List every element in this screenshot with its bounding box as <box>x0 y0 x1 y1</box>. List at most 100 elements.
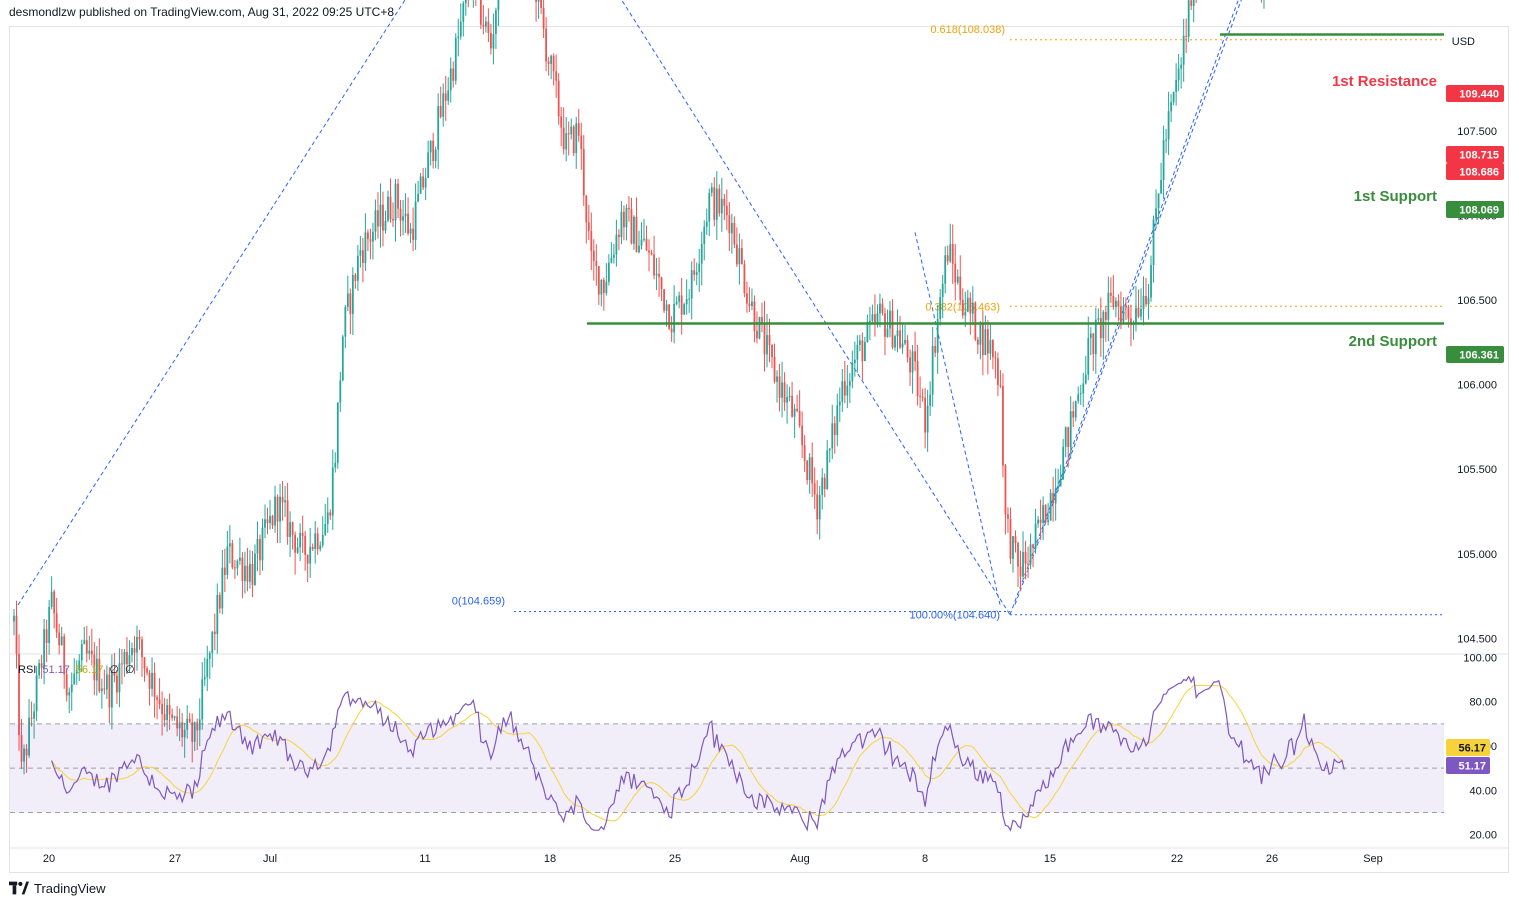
candle-body <box>1012 536 1014 559</box>
candle <box>206 645 209 691</box>
candle-body <box>670 328 673 333</box>
candle <box>1097 308 1100 324</box>
candle <box>1190 0 1193 11</box>
candle <box>402 199 404 236</box>
candle-body <box>846 385 849 396</box>
candle <box>565 117 568 162</box>
candle <box>853 341 856 377</box>
prev-close-tag: 108.686 <box>1446 163 1504 180</box>
candle <box>680 277 683 335</box>
candle-body <box>796 408 799 411</box>
candle <box>1145 277 1147 306</box>
candle-body <box>121 663 123 665</box>
candle-body <box>911 351 914 373</box>
candle-body <box>402 216 404 221</box>
candle <box>387 190 389 223</box>
candle-body <box>377 210 379 227</box>
candle-body <box>999 385 1002 387</box>
candle <box>1047 503 1050 526</box>
candle <box>808 453 811 494</box>
candle-body <box>1022 552 1024 577</box>
candle <box>48 600 51 655</box>
candle-body <box>40 663 43 668</box>
footer[interactable]: TradingView <box>9 880 106 896</box>
candle <box>768 318 771 363</box>
candle <box>294 531 297 575</box>
candle-body <box>1054 488 1057 504</box>
candle <box>783 372 786 411</box>
candle <box>1150 255 1152 302</box>
candle-body <box>367 232 369 240</box>
candle-body <box>869 320 871 323</box>
candle <box>439 86 442 119</box>
chart-frame[interactable] <box>9 26 1509 873</box>
candle-body <box>801 425 804 446</box>
candle <box>618 229 620 251</box>
candle-body <box>218 595 221 609</box>
candle-body <box>206 658 209 678</box>
candle-body <box>1009 518 1012 559</box>
candle <box>663 288 665 314</box>
candle-body <box>1114 300 1117 308</box>
candle-body <box>339 380 342 403</box>
candle-body <box>158 699 161 705</box>
candle <box>126 637 128 675</box>
candle-body <box>1034 523 1037 549</box>
candle <box>1099 297 1102 357</box>
candle <box>1263 0 1265 9</box>
time-tick-label: 15 <box>1044 853 1056 865</box>
candle <box>85 625 88 663</box>
candle-body <box>226 546 229 575</box>
candle <box>735 227 738 268</box>
candle <box>921 388 924 402</box>
candle <box>449 57 452 103</box>
candle-body <box>1135 307 1137 324</box>
candle-body <box>221 567 224 609</box>
candle <box>1042 496 1044 540</box>
candle <box>580 122 583 170</box>
candle-body <box>407 213 409 234</box>
candle-body <box>1147 297 1150 305</box>
candle <box>788 386 791 402</box>
candle <box>1125 297 1127 320</box>
candle-body <box>1192 0 1195 6</box>
candle <box>364 213 367 272</box>
candle <box>1182 18 1185 82</box>
candle-body <box>981 323 984 356</box>
candle-body <box>1162 140 1165 180</box>
candle-body <box>1039 519 1042 523</box>
candle-body <box>1027 563 1029 565</box>
candle <box>467 0 469 8</box>
candle <box>1017 541 1019 588</box>
candle-body <box>1069 411 1072 448</box>
candle <box>213 613 216 651</box>
candle-body <box>685 299 688 305</box>
candle <box>186 705 189 739</box>
candle-body <box>1102 311 1105 339</box>
candle-body <box>409 228 412 234</box>
candle-body <box>211 631 214 654</box>
candle-body <box>979 323 982 345</box>
candle-body <box>856 344 859 360</box>
candle <box>708 188 711 237</box>
candle <box>65 667 68 702</box>
candle <box>1180 57 1183 89</box>
candle <box>673 285 676 344</box>
candle-body <box>753 301 756 331</box>
candle <box>989 323 992 360</box>
candle-body <box>572 126 575 154</box>
candle-body <box>871 314 874 321</box>
candle <box>53 589 56 629</box>
candle-body <box>141 639 143 658</box>
candle-body <box>939 297 942 320</box>
candle-body <box>708 192 711 222</box>
candle-body <box>876 313 879 324</box>
rsi-tick-label: 20.00 <box>1469 830 1497 842</box>
candle <box>778 363 781 412</box>
candle <box>336 402 339 469</box>
candle-body <box>1024 552 1027 564</box>
candle <box>123 649 126 677</box>
candle <box>261 518 264 571</box>
candle <box>1192 0 1195 23</box>
